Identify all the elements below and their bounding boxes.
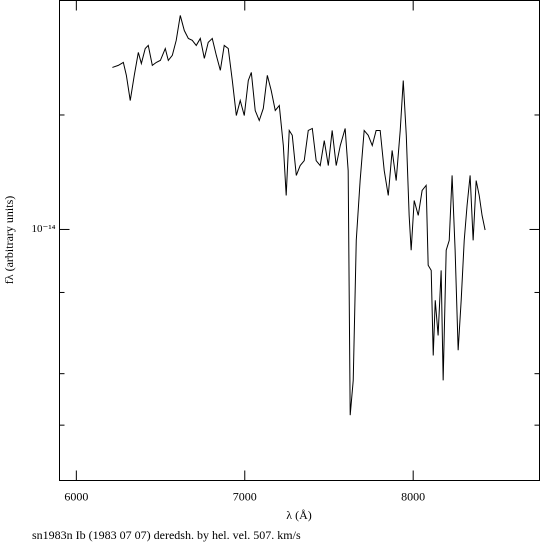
chart-title: sn1983n Ib (1983 07 07) deredsh. by hel.… xyxy=(32,528,301,542)
x-tick-label: 7000 xyxy=(233,489,257,503)
spectrum-line xyxy=(112,15,486,416)
y-axis-label: fλ (arbitrary units) xyxy=(2,196,16,284)
y-tick-label: 10⁻¹⁴ xyxy=(32,223,56,235)
x-tick-label: 6000 xyxy=(64,489,88,503)
x-tick-label: 8000 xyxy=(401,489,425,503)
plot-frame xyxy=(59,0,540,481)
x-axis-label: λ (Å) xyxy=(286,508,311,522)
